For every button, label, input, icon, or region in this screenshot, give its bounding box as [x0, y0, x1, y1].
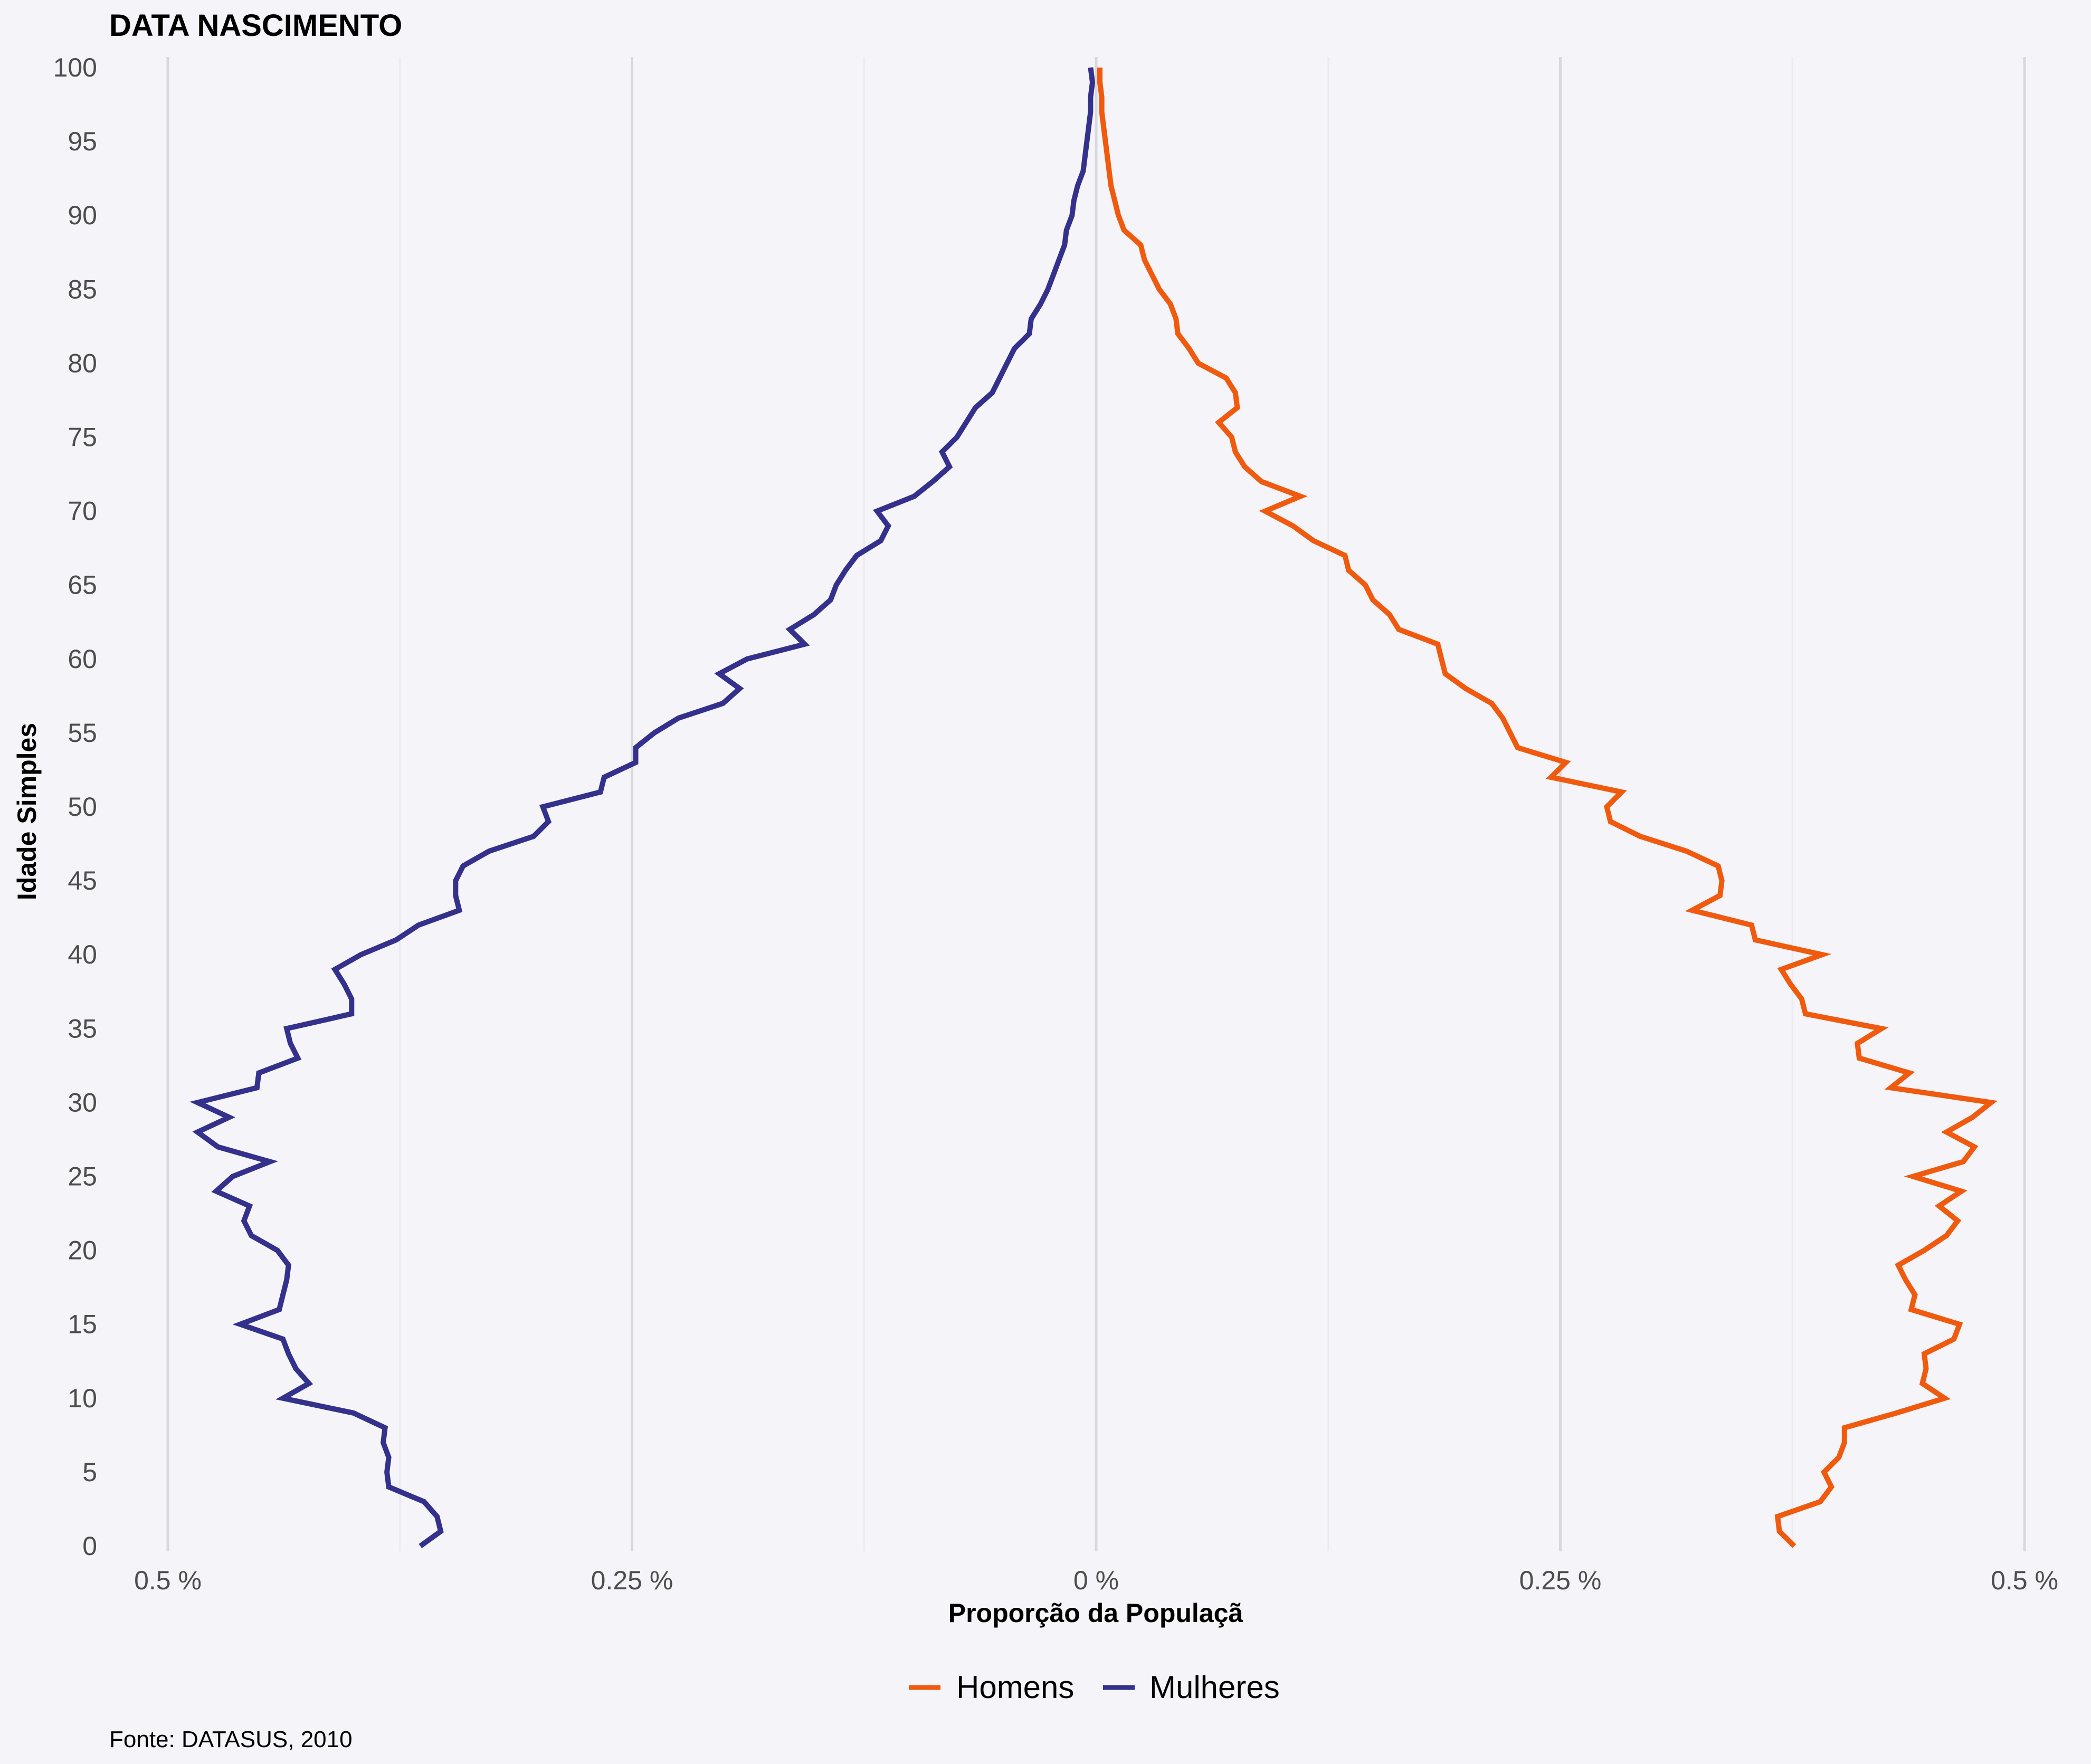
y-tick-label: 90: [68, 201, 97, 230]
y-tick-label: 20: [68, 1236, 97, 1265]
y-tick-label: 25: [68, 1162, 97, 1191]
y-axis-tick-labels: 0 5 10 15 20 25 30 35 40 45 50 55 60 65 70 75 80 85 90 95 10…: [53, 53, 97, 1561]
x-tick-label: 0.25 %: [591, 1566, 673, 1595]
y-tick-label: 60: [68, 644, 97, 674]
y-tick-label: 40: [68, 940, 97, 969]
y-tick-label: 85: [68, 274, 97, 304]
x-tick-label: 0.5 %: [134, 1566, 202, 1595]
y-tick-label: 55: [68, 718, 97, 748]
y-tick-label: 5: [82, 1457, 97, 1487]
legend: Homens Mulheres: [909, 1670, 1280, 1705]
y-tick-label: 15: [68, 1310, 97, 1339]
x-tick-label: 0.5 %: [1991, 1566, 2058, 1595]
legend-label-homens: Homens: [956, 1670, 1074, 1705]
y-tick-label: 100: [53, 53, 97, 82]
legend-label-mulheres: Mulheres: [1149, 1670, 1280, 1705]
y-tick-label: 0: [82, 1531, 97, 1561]
y-tick-label: 50: [68, 792, 97, 822]
x-tick-label: 0.25 %: [1519, 1566, 1602, 1595]
source-caption: Fonte: DATASUS, 2010: [109, 1727, 353, 1752]
x-axis-title: Proporção da Populaçã: [948, 1598, 1243, 1628]
series-lines: [189, 67, 1998, 1549]
y-tick-label: 35: [68, 1014, 97, 1043]
y-tick-label: 65: [68, 570, 97, 600]
x-axis-tick-labels: 0.5 % 0.25 % 0 % 0.25 % 0.5 %: [134, 1566, 2058, 1595]
y-tick-label: 95: [68, 127, 97, 156]
y-axis-title: Idade Simples: [12, 723, 42, 900]
y-tick-label: 10: [68, 1384, 97, 1413]
series-line-homens: [1097, 68, 1998, 1548]
y-tick-label: 30: [68, 1088, 97, 1117]
x-tick-label: 0 %: [1073, 1566, 1119, 1595]
series-line-mulheres: [189, 67, 1096, 1549]
y-tick-label: 70: [68, 497, 97, 526]
grid-lines: [166, 57, 2026, 1551]
y-tick-label: 80: [68, 348, 97, 378]
y-tick-label: 45: [68, 866, 97, 895]
chart-title: DATA NASCIMENTO: [109, 8, 402, 43]
y-tick-label: 75: [68, 423, 97, 452]
